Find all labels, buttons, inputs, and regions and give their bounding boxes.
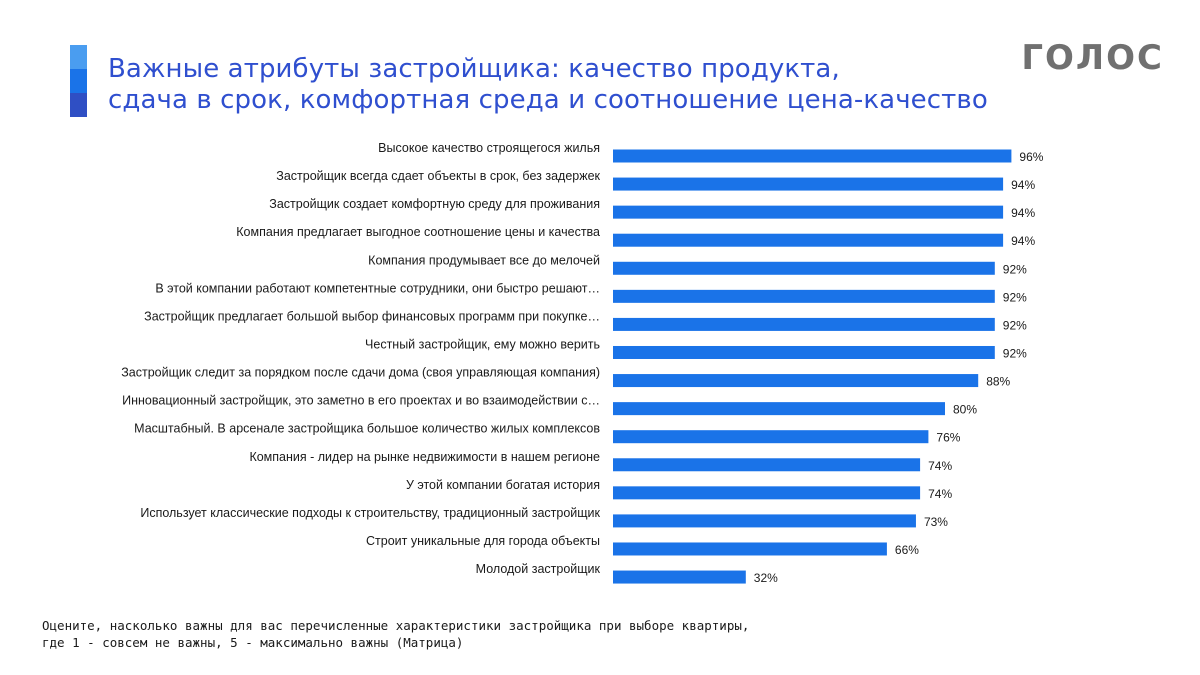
bar <box>613 261 995 275</box>
value-label: 74% <box>928 487 952 501</box>
value-label: 94% <box>1011 234 1035 248</box>
accent-block-light <box>70 45 87 69</box>
bar <box>613 149 1012 163</box>
category-label: Компания - лидер на рынке недвижимости в… <box>249 450 600 464</box>
category-label: Масштабный. В арсенале застройщика больш… <box>134 422 600 436</box>
value-label: 74% <box>928 459 952 473</box>
value-label: 73% <box>924 515 948 529</box>
bar <box>613 317 995 331</box>
value-label: 96% <box>1019 150 1043 164</box>
bar <box>613 514 916 528</box>
value-label: 92% <box>1003 262 1027 276</box>
category-label: Застройщик следит за порядком после сдач… <box>121 366 600 380</box>
category-label: Инновационный застройщик, это заметно в … <box>122 394 600 408</box>
bar <box>613 542 887 556</box>
value-label: 76% <box>936 431 960 445</box>
brand-logo: ГОЛОС <box>1021 38 1164 78</box>
survey-question-footnote: Оцените, насколько важны для вас перечис… <box>42 617 749 651</box>
category-label: Молодой застройщик <box>476 562 601 576</box>
bar <box>613 374 979 388</box>
bar <box>613 570 746 584</box>
category-label: Честный застройщик, ему можно верить <box>365 337 600 351</box>
accent-block-mid <box>70 69 87 93</box>
category-label: Компания продумывает все до мелочей <box>368 253 600 267</box>
footnote-line-2: где 1 - совсем не важны, 5 - максимально… <box>42 635 464 650</box>
bar <box>613 233 1004 247</box>
category-label: Застройщик предлагает большой выбор фина… <box>144 309 600 323</box>
page-title-line-1: Важные атрибуты застройщика: качество пр… <box>108 54 840 84</box>
bar <box>613 177 1004 191</box>
bar <box>613 458 921 472</box>
category-label: Застройщик создает комфортную среду для … <box>269 197 600 211</box>
category-label: У этой компании богатая история <box>406 478 600 492</box>
value-label: 88% <box>986 375 1010 389</box>
category-label: В этой компании работают компетентные со… <box>155 281 600 295</box>
value-label: 92% <box>1003 290 1027 304</box>
page-title-line-2: сдача в срок, комфортная среда и соотнош… <box>108 85 988 115</box>
category-label: Застройщик всегда сдает объекты в срок, … <box>276 169 600 183</box>
bar <box>613 289 995 303</box>
accent-block-dark <box>70 93 87 117</box>
value-label: 92% <box>1003 346 1027 360</box>
category-label: Компания предлагает выгодное соотношение… <box>236 225 600 239</box>
bar <box>613 205 1004 219</box>
title-accent-bar <box>70 45 87 117</box>
category-label: Использует классические подходы к строит… <box>140 506 600 520</box>
page-title: Важные атрибуты застройщика: качество пр… <box>108 54 988 116</box>
bar <box>613 486 921 500</box>
bar <box>613 345 995 359</box>
category-label: Высокое качество строящегося жилья <box>378 141 600 155</box>
bar <box>613 430 929 444</box>
horizontal-bar-chart: Высокое качество строящегося жилья 96% Зас… <box>121 141 1044 585</box>
value-label: 32% <box>754 571 778 585</box>
value-label: 94% <box>1011 178 1035 192</box>
value-label: 66% <box>895 543 919 557</box>
value-label: 92% <box>1003 318 1027 332</box>
category-label: Строит уникальные для города объекты <box>366 534 600 548</box>
value-label: 94% <box>1011 206 1035 220</box>
footnote-line-1: Оцените, насколько важны для вас перечис… <box>42 618 750 633</box>
bar <box>613 402 945 416</box>
value-label: 80% <box>953 403 977 417</box>
